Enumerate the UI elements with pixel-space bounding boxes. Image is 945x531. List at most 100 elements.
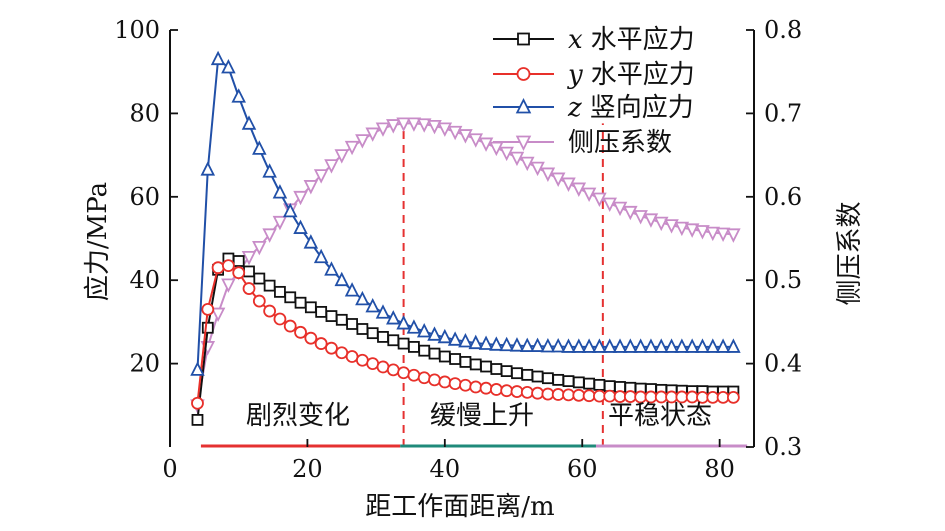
series-4-point xyxy=(252,240,267,256)
series-1-point xyxy=(191,413,204,426)
y-tick-label: 60 xyxy=(129,183,160,211)
series-1-point xyxy=(346,318,358,330)
series-4-point xyxy=(726,228,741,243)
series-2-point xyxy=(366,357,380,371)
series-3-point xyxy=(386,310,401,325)
legend-marker-1 xyxy=(517,32,530,46)
series-4-point xyxy=(633,210,648,225)
series-4-point xyxy=(530,161,545,177)
series-4-point xyxy=(210,307,226,323)
series-3-point xyxy=(293,219,308,234)
plot-area: 剧烈变化 缓慢上升 平稳状态 xyxy=(190,50,748,448)
x-tick-label: 60 xyxy=(567,455,598,483)
series-3-point xyxy=(396,315,411,330)
series-3-point xyxy=(509,337,525,352)
series-2-point xyxy=(489,383,503,396)
series-2-point xyxy=(531,386,544,400)
series-2-point xyxy=(469,380,483,394)
series-2-point xyxy=(479,381,493,395)
series-4-point xyxy=(550,172,566,187)
series-4-point xyxy=(674,221,690,237)
legend-label-text: 竖向应力 xyxy=(590,93,694,123)
series-2-point xyxy=(582,389,596,403)
series-2-point xyxy=(417,371,431,385)
series-3-point xyxy=(561,338,576,353)
series-3-point xyxy=(334,271,350,287)
axes: 0 20 40 60 80 20 40 60 80 100 0.3 0.4 0.5 0.6 0.7 0.8 距工… xyxy=(83,16,865,522)
y2-tick-label: 0.8 xyxy=(764,16,802,44)
legend-label-1: x 水平应力 xyxy=(568,25,695,55)
series-3-point xyxy=(664,338,679,353)
series-3-point xyxy=(592,338,607,353)
series-2-point xyxy=(191,396,204,410)
series-4-point xyxy=(241,250,257,266)
series-4-point xyxy=(561,177,576,192)
series-2-point xyxy=(520,385,534,399)
legend-label-var: x xyxy=(568,25,583,55)
series-3-point xyxy=(447,331,463,346)
series-3-point xyxy=(623,338,638,353)
series-3-point xyxy=(458,333,473,348)
series-2-point xyxy=(201,302,215,316)
series-4-point xyxy=(581,187,597,202)
series-3-point xyxy=(303,234,319,249)
x-tick-label: 20 xyxy=(292,455,323,483)
series-3-point xyxy=(489,336,504,351)
series-4-point xyxy=(602,197,617,212)
series-4-point xyxy=(478,137,494,152)
y2-axis-label: 侧压系数 xyxy=(835,201,865,305)
series-1-point xyxy=(294,296,307,309)
series-2-point xyxy=(263,304,277,318)
series-3-point xyxy=(520,337,535,352)
series-3-point xyxy=(252,140,267,155)
series-4-point xyxy=(592,192,607,207)
legend-label-2: y 水平应力 xyxy=(567,60,695,90)
series-4-point xyxy=(313,169,329,184)
series-4-point xyxy=(324,159,339,174)
series-2-point xyxy=(232,266,246,280)
series-1-point xyxy=(274,285,286,298)
series-1-point xyxy=(232,255,245,267)
series-3-point xyxy=(241,115,257,130)
series-4-point xyxy=(520,156,535,172)
series-2-point xyxy=(335,346,349,360)
series-3-point xyxy=(210,50,226,66)
series-2-point xyxy=(273,312,287,326)
series-1-point xyxy=(521,368,534,381)
series-2-point xyxy=(376,360,390,374)
series-1-point xyxy=(511,367,523,380)
series-2 xyxy=(191,259,740,410)
series-3-point xyxy=(427,326,442,341)
series-4-point xyxy=(344,140,360,156)
series-1-point xyxy=(263,279,276,292)
series-3-point xyxy=(602,338,617,353)
series-3-point xyxy=(684,338,700,353)
series-1-point xyxy=(531,370,544,383)
series-1-point xyxy=(377,331,389,343)
series-2-point xyxy=(459,378,472,392)
series-1-point xyxy=(418,344,431,357)
series-4-point xyxy=(458,129,473,144)
series-4-point xyxy=(262,228,277,243)
series-3-point xyxy=(674,338,690,353)
series-4-point xyxy=(643,213,659,228)
series-1-point xyxy=(387,334,400,347)
y-tick-label: 100 xyxy=(114,16,160,44)
series-3-point xyxy=(653,338,669,353)
series-1-point xyxy=(397,337,410,350)
series-3-point xyxy=(695,338,710,353)
series-4-point xyxy=(303,180,319,195)
series-3-point xyxy=(726,338,741,353)
series-3-point xyxy=(478,335,494,350)
x-tick-label: 0 xyxy=(162,455,177,483)
series-4-point xyxy=(715,227,731,242)
series-4-point xyxy=(437,122,453,137)
series-3-point xyxy=(200,161,216,176)
series-1-point xyxy=(243,265,255,278)
series-4-point xyxy=(684,223,700,238)
series-3-point xyxy=(633,338,648,353)
series-1-point xyxy=(459,356,472,368)
series-1-point xyxy=(552,373,565,386)
y-tick-label: 20 xyxy=(129,350,160,378)
